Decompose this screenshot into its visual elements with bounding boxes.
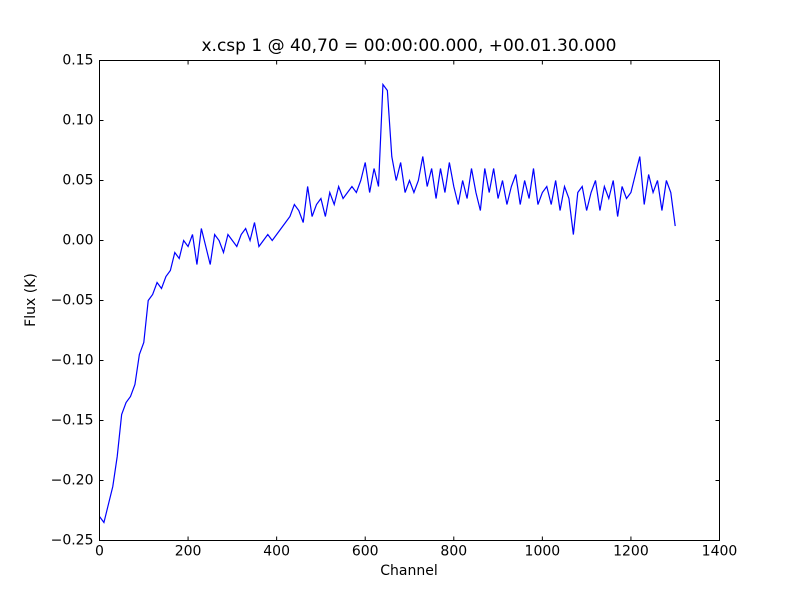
y-tick-label: −0.10 xyxy=(51,353,94,369)
y-tick-label: −0.25 xyxy=(51,533,94,549)
x-tick-label: 1000 xyxy=(525,544,561,560)
y-tick-label: −0.05 xyxy=(51,293,94,309)
data-line xyxy=(99,82,676,524)
x-tick-label: 1400 xyxy=(702,544,738,560)
y-axis-label: Flux (K) xyxy=(23,273,39,327)
x-tick-label: 800 xyxy=(440,544,467,560)
x-axis-label: Channel xyxy=(380,563,437,579)
plot-area xyxy=(99,60,720,541)
x-tick-label: 200 xyxy=(175,544,202,560)
y-tick-label: 0.10 xyxy=(62,113,93,129)
y-tick-label: −0.20 xyxy=(51,473,94,489)
y-tick-label: 0.15 xyxy=(62,53,93,69)
y-tick-label: −0.15 xyxy=(51,413,94,429)
x-tick-label: 400 xyxy=(263,544,290,560)
y-tick-label: 0.05 xyxy=(62,173,93,189)
y-tick-label: 0.00 xyxy=(62,233,93,249)
x-tick-label: 1200 xyxy=(613,544,649,560)
x-tick-label: 0 xyxy=(95,544,104,560)
chart-title: x.csp 1 @ 40,70 = 00:00:00.000, +00.01.3… xyxy=(201,36,616,56)
plot-frame xyxy=(99,60,720,541)
x-tick-label: 600 xyxy=(352,544,379,560)
